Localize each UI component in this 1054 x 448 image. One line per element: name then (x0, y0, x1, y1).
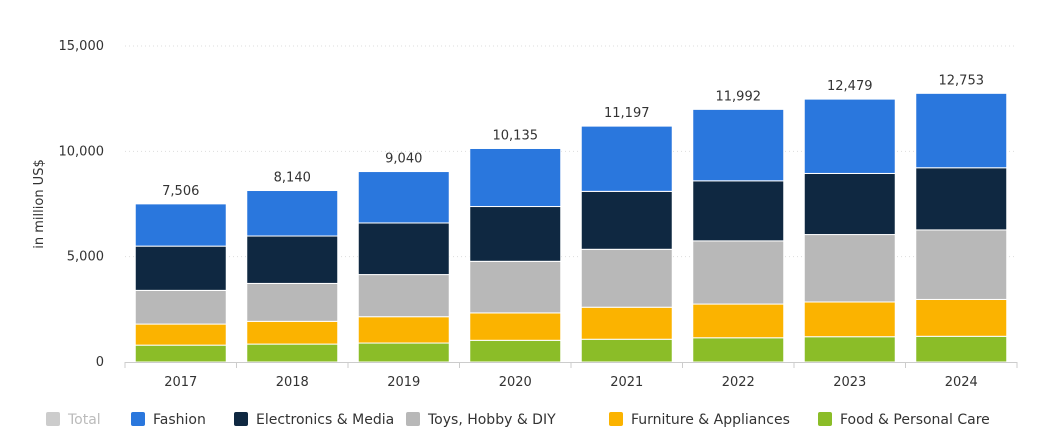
bar-segment[interactable] (357, 274, 450, 318)
legend-swatch (609, 412, 623, 426)
y-tick-label: 10,000 (59, 144, 105, 159)
bar-segment[interactable] (580, 338, 673, 363)
bar-segment[interactable] (134, 245, 227, 291)
bar-segment[interactable] (803, 336, 896, 363)
bar-segment[interactable] (692, 240, 785, 305)
bar-segment[interactable] (803, 234, 896, 303)
bar-segment[interactable] (469, 260, 562, 314)
bar-segment[interactable] (469, 206, 562, 262)
bar-segment[interactable] (134, 203, 227, 247)
total-label: 9,040 (385, 152, 422, 167)
legend: Total Fashion Electronics & Media Toys, Hob… (46, 412, 990, 428)
bar-segment[interactable] (915, 298, 1008, 337)
bar-segment[interactable] (469, 312, 562, 341)
legend-swatch (406, 412, 420, 426)
x-tick-label: 2019 (387, 375, 420, 390)
x-tick-label: 2021 (610, 375, 643, 390)
bar-segment[interactable] (692, 337, 785, 363)
x-axis-ticks: 2017 2018 2019 2020 2021 2022 2023 2024 (124, 362, 1018, 390)
bar-segment[interactable] (692, 108, 785, 182)
legend-item[interactable]: Fashion (131, 412, 206, 428)
total-label: 11,197 (604, 106, 650, 121)
bars (134, 92, 1008, 363)
x-tick-label: 2022 (722, 375, 755, 390)
legend-label: Food & Personal Care (840, 412, 990, 428)
bar-segment[interactable] (803, 301, 896, 338)
legend-item[interactable]: Electronics & Media (234, 412, 394, 428)
x-tick-label: 2020 (499, 375, 532, 390)
bar-segment[interactable] (246, 235, 339, 284)
legend-label: Furniture & Appliances (631, 412, 790, 428)
bar-segment[interactable] (134, 289, 227, 325)
y-axis-ticks: 0 5,000 10,000 15,000 (59, 39, 105, 370)
total-label: 12,753 (939, 73, 985, 88)
legend-label: Electronics & Media (256, 412, 394, 428)
x-tick-label: 2023 (833, 375, 866, 390)
bar-segment[interactable] (915, 92, 1008, 169)
legend-label: Fashion (153, 412, 206, 428)
legend-swatch (818, 412, 832, 426)
bar-segment[interactable] (580, 248, 673, 308)
legend-swatch (234, 412, 248, 426)
bar-segment[interactable] (134, 323, 227, 346)
legend-item[interactable]: Toys, Hobby & DIY (406, 412, 556, 428)
bar-segment[interactable] (469, 147, 562, 208)
total-label: 12,479 (827, 79, 873, 94)
legend-item[interactable]: Furniture & Appliances (609, 412, 790, 428)
bar-segment[interactable] (915, 167, 1008, 231)
bar-segment[interactable] (692, 303, 785, 339)
y-axis-label: in million US$ (32, 159, 47, 248)
bar-segment[interactable] (580, 306, 673, 340)
bar-segment[interactable] (246, 343, 339, 363)
total-label: 8,140 (274, 171, 311, 186)
bar-segment[interactable] (915, 335, 1008, 363)
y-tick-label: 5,000 (67, 250, 104, 265)
legend-label: Total (67, 412, 101, 428)
total-label: 10,135 (493, 128, 539, 143)
bar-segment[interactable] (246, 320, 339, 345)
bar-segment[interactable] (692, 180, 785, 242)
x-tick-label: 2018 (276, 375, 309, 390)
legend-swatch (131, 412, 145, 426)
bar-segment[interactable] (357, 222, 450, 276)
x-tick-label: 2024 (945, 375, 978, 390)
total-label: 7,506 (162, 184, 199, 199)
total-labels: 7,506 8,140 9,040 10,135 11,197 11,992 12,479 1… (162, 73, 984, 199)
legend-swatch (46, 412, 60, 426)
bar-segment[interactable] (246, 190, 339, 237)
bar-segment[interactable] (134, 344, 227, 363)
legend-item[interactable]: Food & Personal Care (818, 412, 990, 428)
x-tick-label: 2017 (164, 375, 197, 390)
bar-segment[interactable] (915, 229, 1008, 300)
bar-segment[interactable] (246, 282, 339, 322)
legend-label: Toys, Hobby & DIY (427, 412, 556, 428)
total-label: 11,992 (716, 89, 762, 104)
bar-segment[interactable] (357, 316, 450, 344)
bar-segment[interactable] (580, 190, 673, 250)
bar-segment[interactable] (803, 172, 896, 236)
legend-item[interactable]: Total (46, 412, 101, 428)
bar-segment[interactable] (357, 171, 450, 224)
bar-segment[interactable] (803, 98, 896, 174)
y-tick-label: 15,000 (59, 39, 105, 54)
bar-segment[interactable] (357, 342, 450, 363)
bar-segment[interactable] (580, 125, 673, 192)
y-tick-label: 0 (96, 355, 104, 370)
bar-segment[interactable] (469, 339, 562, 363)
